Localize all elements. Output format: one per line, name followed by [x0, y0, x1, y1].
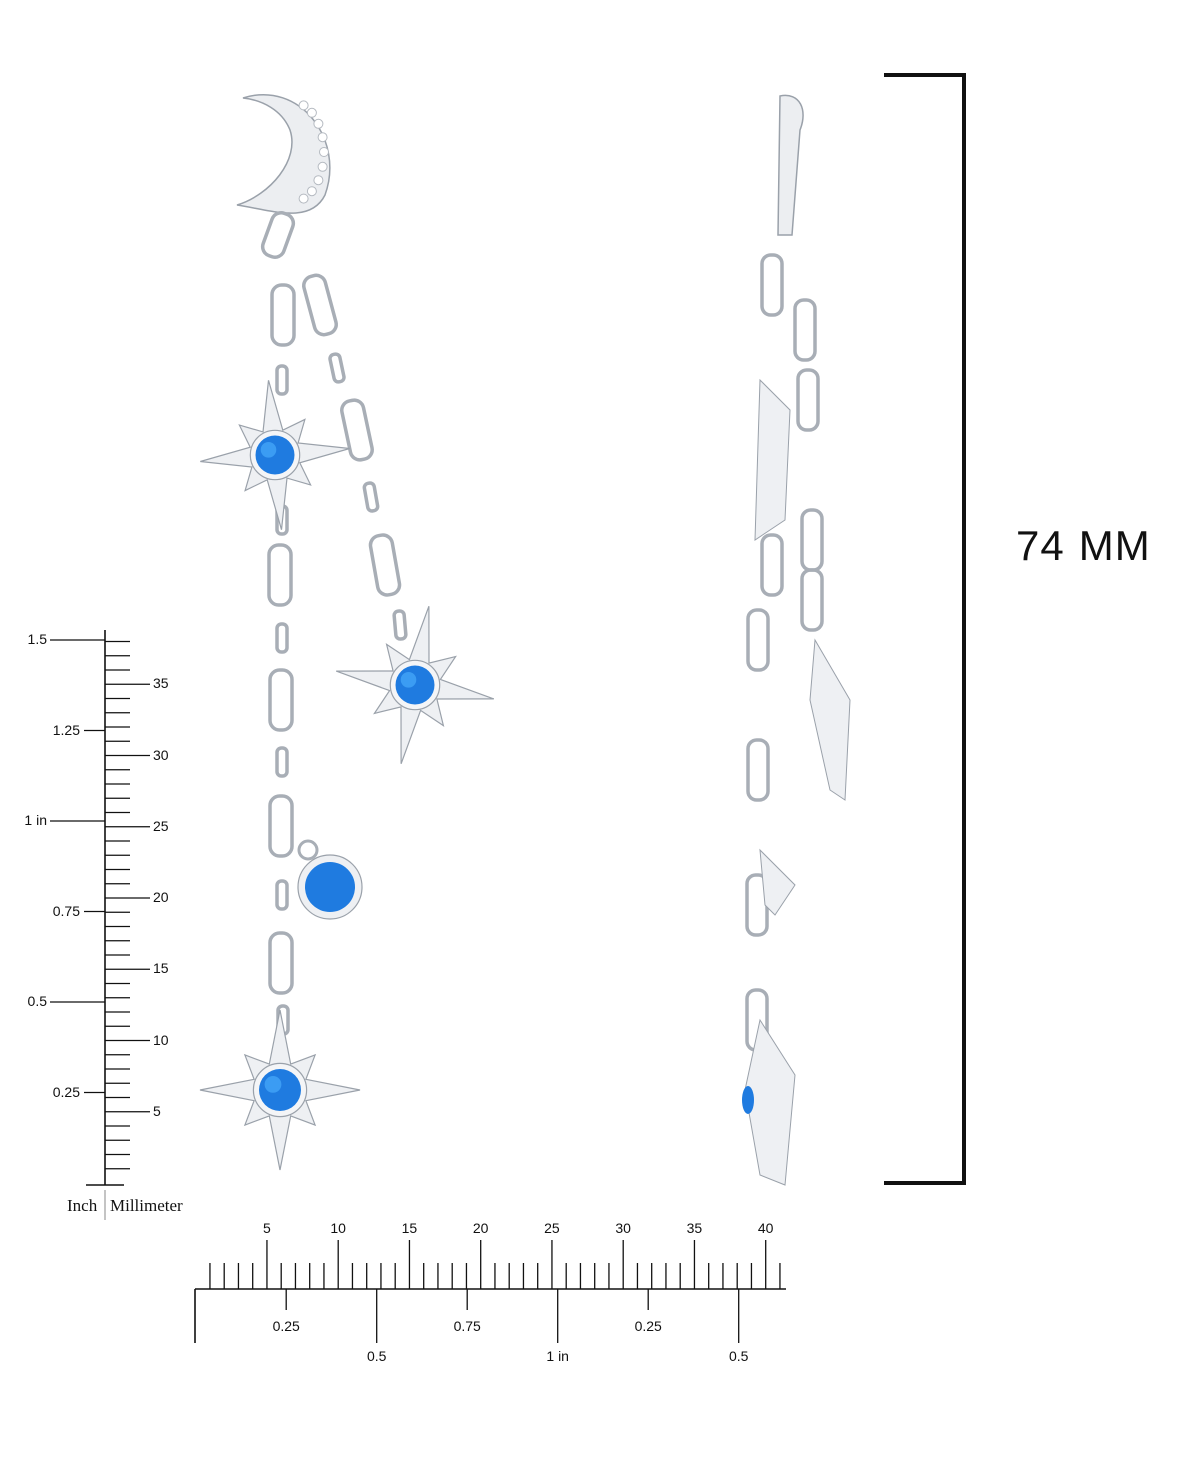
inch-tick-label: 0.25	[634, 1318, 662, 1334]
star-charm-side	[754, 378, 791, 541]
chain-link	[275, 879, 289, 911]
mm-tick-label: 15	[153, 960, 169, 977]
chain-link	[800, 508, 824, 572]
chain-link	[796, 368, 820, 432]
dimension-label: 74 MM	[1016, 522, 1151, 569]
chain-link	[275, 364, 289, 396]
opal-stone	[259, 1069, 301, 1111]
mm-tick-label: 20	[472, 1220, 489, 1236]
chain-link	[760, 253, 784, 317]
mm-tick-label: 5	[153, 1102, 161, 1119]
star-charm-right	[335, 605, 495, 765]
inch-tick-label: 0.5	[27, 993, 47, 1009]
mm-tick-label: 30	[153, 746, 169, 763]
opal-highlight	[400, 672, 417, 688]
crystal	[313, 118, 324, 129]
chain-link	[268, 931, 294, 995]
mm-tick-label: 25	[153, 817, 169, 834]
mm-tick-label: 25	[544, 1220, 560, 1236]
chain-link	[267, 543, 293, 607]
crystal	[306, 186, 317, 197]
crystal	[319, 147, 329, 157]
earring-front-view	[199, 94, 495, 1171]
mm-unit-label: Millimeter	[110, 1196, 183, 1215]
chain-link	[746, 738, 770, 802]
opal-stone	[742, 1086, 754, 1114]
moon-stud-side	[777, 94, 804, 236]
dimension-bracket	[884, 73, 966, 1185]
mm-tick-label: 30	[615, 1220, 631, 1236]
inch-tick-label: 0.75	[52, 902, 80, 919]
chain-link	[270, 283, 296, 347]
star-charm-bottom	[199, 1009, 361, 1171]
inch-tick-label: 1.25	[52, 721, 80, 738]
chain-link	[340, 398, 374, 462]
star-charm-side	[809, 638, 851, 801]
inch-tick-label: 0.75	[453, 1318, 481, 1334]
star-charm-side	[744, 1018, 796, 1186]
inch-tick-label: 1 in	[24, 812, 47, 828]
inch-tick-label: 1 in	[546, 1348, 569, 1364]
vertical-ruler	[50, 630, 150, 1220]
round-opal-drop	[297, 839, 363, 920]
mm-tick-label: 10	[153, 1031, 169, 1048]
chain-link	[368, 533, 402, 597]
chain-link	[746, 608, 770, 672]
chain-link	[275, 746, 289, 778]
chain-link	[302, 273, 338, 337]
inch-unit-label: Inch	[67, 1196, 98, 1215]
crystal	[298, 193, 309, 204]
mm-tick-label: 5	[263, 1220, 271, 1236]
mm-tick-label: 35	[153, 675, 169, 692]
earring-side-view	[742, 94, 851, 1186]
inch-tick-label: 0.5	[366, 1348, 387, 1364]
mm-tick-label: 15	[401, 1220, 418, 1236]
jump-ring	[297, 839, 319, 861]
crystal	[298, 100, 309, 111]
chain-link	[268, 668, 294, 732]
chain-link	[760, 533, 784, 597]
opal-drop-side	[759, 848, 796, 916]
chain-link	[275, 622, 289, 654]
opal-stone	[395, 665, 435, 705]
opal-stone	[305, 862, 355, 912]
inch-tick-label: 0.5	[728, 1348, 749, 1364]
inch-tick-label: 0.25	[52, 1083, 80, 1100]
chain-link	[362, 481, 380, 513]
inch-tick-label: 1.5	[27, 631, 47, 647]
horizontal-ruler	[194, 1240, 786, 1343]
mm-tick-label: 20	[153, 889, 169, 905]
opal-highlight	[260, 442, 277, 458]
chain-link	[793, 298, 817, 362]
star-charm-upper	[200, 380, 350, 530]
chain-link	[328, 352, 346, 384]
chain-link	[800, 568, 824, 632]
opal-stone	[255, 435, 295, 475]
mm-tick-label: 10	[330, 1220, 346, 1236]
opal-highlight	[264, 1076, 282, 1093]
chain-link	[268, 794, 294, 858]
mm-tick-label: 40	[757, 1220, 774, 1236]
chain-link	[392, 609, 408, 641]
inch-tick-label: 0.25	[272, 1318, 300, 1334]
crystal	[306, 107, 317, 118]
crystal	[313, 175, 324, 186]
crystal	[317, 132, 328, 143]
mm-tick-label: 35	[686, 1220, 703, 1236]
crystal	[317, 161, 328, 172]
chain-link	[260, 211, 296, 259]
